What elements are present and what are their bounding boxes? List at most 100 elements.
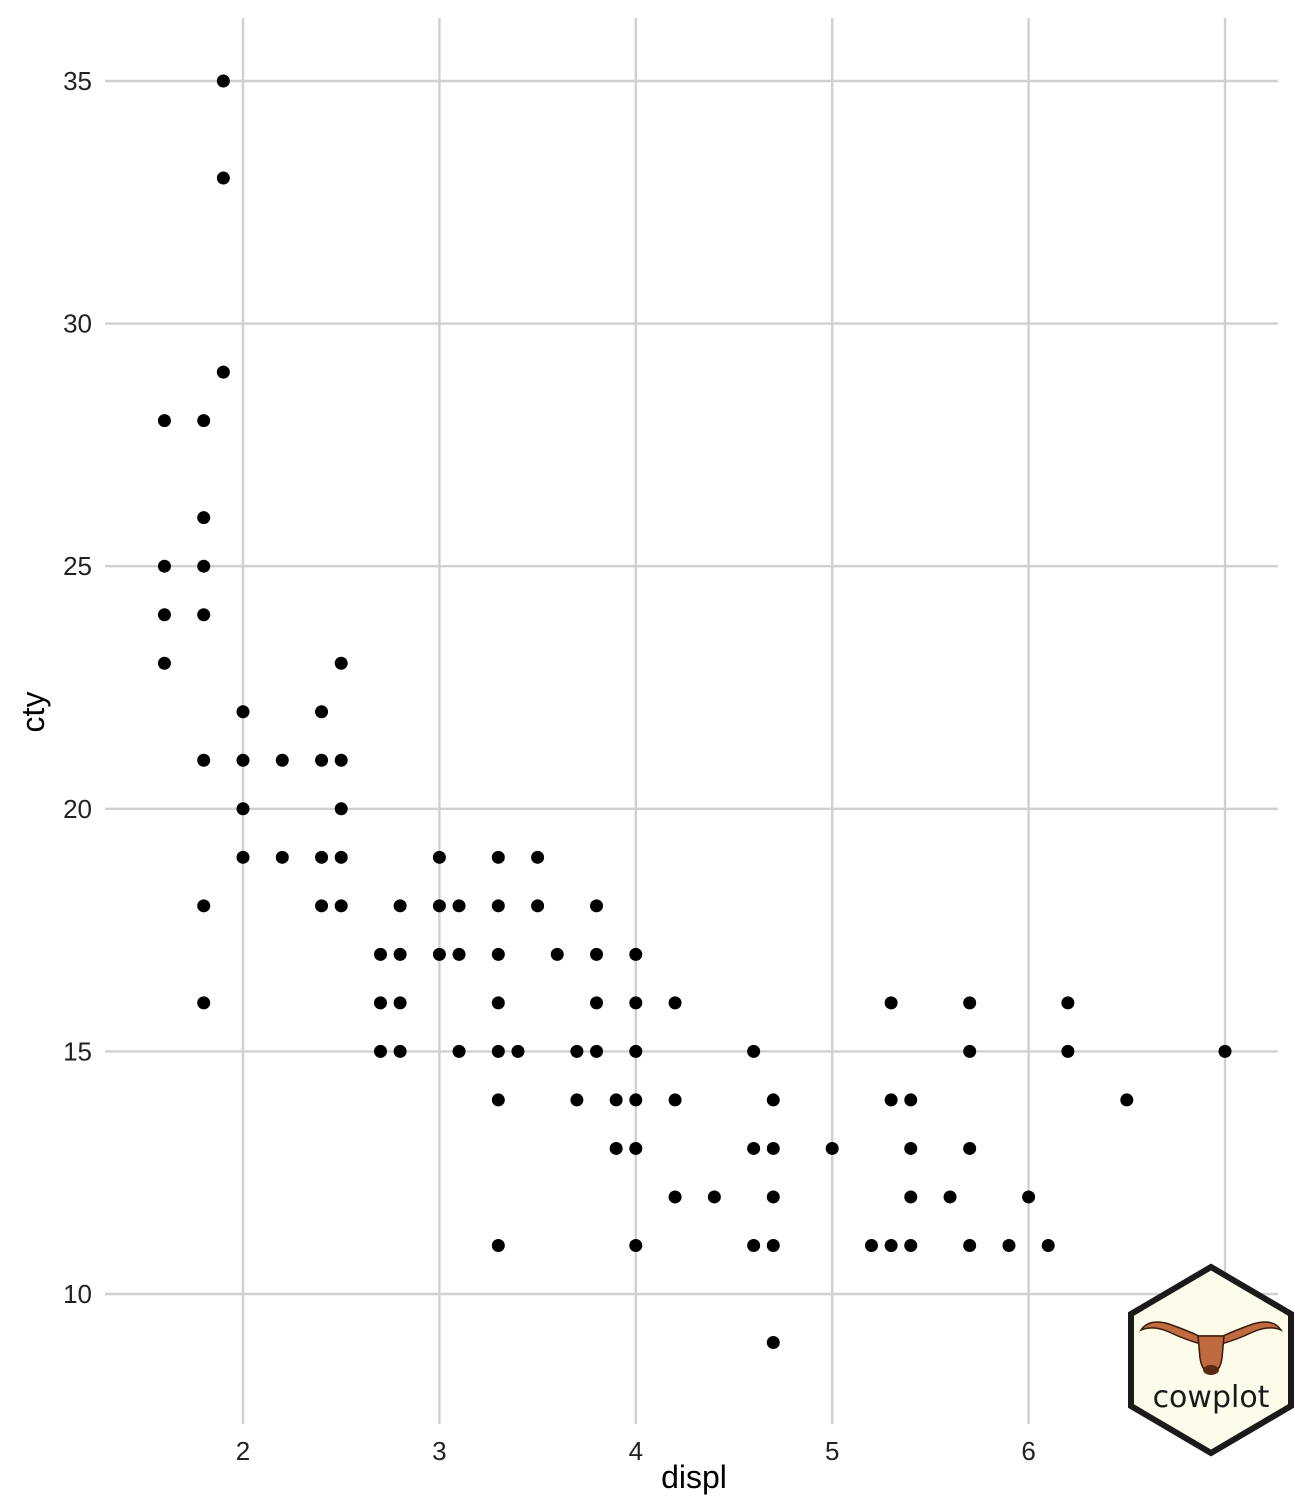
data-point xyxy=(491,996,505,1010)
data-point xyxy=(1041,1238,1055,1252)
data-point xyxy=(747,1044,761,1058)
data-point xyxy=(334,899,348,913)
y-tick-labels: 10 15 20 25 30 35 xyxy=(63,66,92,1309)
x-tick-label: 6 xyxy=(1021,1436,1035,1466)
data-point xyxy=(963,1238,977,1252)
data-point xyxy=(629,996,643,1010)
longhorn-icon xyxy=(1139,1321,1283,1375)
data-point xyxy=(236,705,250,719)
data-point xyxy=(570,1044,584,1058)
data-point xyxy=(884,996,898,1010)
data-point xyxy=(373,996,387,1010)
data-point xyxy=(531,850,545,864)
data-point xyxy=(197,608,211,622)
data-point xyxy=(197,996,211,1010)
x-tick-label: 5 xyxy=(825,1436,839,1466)
data-point xyxy=(334,850,348,864)
data-point xyxy=(904,1141,918,1155)
logo-text: cowplot xyxy=(1153,1380,1270,1415)
data-point xyxy=(766,1190,780,1204)
data-point xyxy=(884,1238,898,1252)
data-point xyxy=(275,850,289,864)
data-point xyxy=(943,1190,957,1204)
data-point xyxy=(491,1044,505,1058)
data-point xyxy=(747,1238,761,1252)
data-point xyxy=(747,1141,761,1155)
data-point xyxy=(904,1190,918,1204)
x-tick-label: 3 xyxy=(432,1436,446,1466)
data-point xyxy=(590,899,604,913)
data-point xyxy=(668,996,682,1010)
x-tick-label: 4 xyxy=(629,1436,643,1466)
data-point xyxy=(216,74,230,88)
data-point xyxy=(1120,1093,1134,1107)
data-point xyxy=(629,1238,643,1252)
data-point xyxy=(963,996,977,1010)
data-point xyxy=(334,656,348,670)
data-point xyxy=(668,1093,682,1107)
data-point xyxy=(393,947,407,961)
data-point xyxy=(1218,1044,1232,1058)
data-point xyxy=(157,559,171,573)
data-point xyxy=(963,1141,977,1155)
y-tick-label: 10 xyxy=(63,1279,92,1309)
data-point xyxy=(275,753,289,767)
data-point xyxy=(766,1238,780,1252)
data-point xyxy=(864,1238,878,1252)
data-point xyxy=(570,1093,584,1107)
data-point xyxy=(1022,1190,1036,1204)
data-point xyxy=(157,656,171,670)
data-point xyxy=(668,1190,682,1204)
data-point xyxy=(393,1044,407,1058)
data-point xyxy=(590,1044,604,1058)
data-point xyxy=(963,1044,977,1058)
y-tick-label: 30 xyxy=(63,309,92,339)
data-point xyxy=(904,1238,918,1252)
data-point xyxy=(197,414,211,428)
data-point xyxy=(1061,1044,1075,1058)
data-point xyxy=(216,365,230,379)
data-point xyxy=(432,899,446,913)
data-point xyxy=(629,1093,643,1107)
data-point xyxy=(884,1093,898,1107)
data-point xyxy=(452,947,466,961)
data-point xyxy=(825,1141,839,1155)
data-point xyxy=(315,753,329,767)
data-point xyxy=(216,171,230,185)
data-point xyxy=(766,1093,780,1107)
data-point xyxy=(373,1044,387,1058)
data-point xyxy=(236,850,250,864)
data-points xyxy=(157,74,1232,1350)
data-point xyxy=(629,1044,643,1058)
data-point xyxy=(197,559,211,573)
data-point xyxy=(315,850,329,864)
x-tick-label: 2 xyxy=(236,1436,250,1466)
data-point xyxy=(491,899,505,913)
y-tick-label: 35 xyxy=(63,66,92,96)
data-point xyxy=(491,850,505,864)
data-point xyxy=(1061,996,1075,1010)
data-point xyxy=(315,705,329,719)
y-axis-title: cty xyxy=(15,692,51,733)
data-point xyxy=(197,753,211,767)
data-point xyxy=(629,947,643,961)
data-point xyxy=(373,947,387,961)
data-point xyxy=(766,1141,780,1155)
x-tick-labels: 2 3 4 5 6 xyxy=(236,1436,1036,1466)
data-point xyxy=(197,511,211,525)
data-point xyxy=(609,1093,623,1107)
data-point xyxy=(1002,1238,1016,1252)
y-tick-label: 15 xyxy=(63,1036,92,1066)
data-point xyxy=(590,947,604,961)
data-point xyxy=(511,1044,525,1058)
data-point xyxy=(432,947,446,961)
data-point xyxy=(157,608,171,622)
data-point xyxy=(393,996,407,1010)
y-tick-label: 25 xyxy=(63,551,92,581)
data-point xyxy=(491,947,505,961)
data-point xyxy=(452,899,466,913)
data-point xyxy=(766,1336,780,1350)
data-point xyxy=(334,802,348,816)
data-point xyxy=(550,947,564,961)
